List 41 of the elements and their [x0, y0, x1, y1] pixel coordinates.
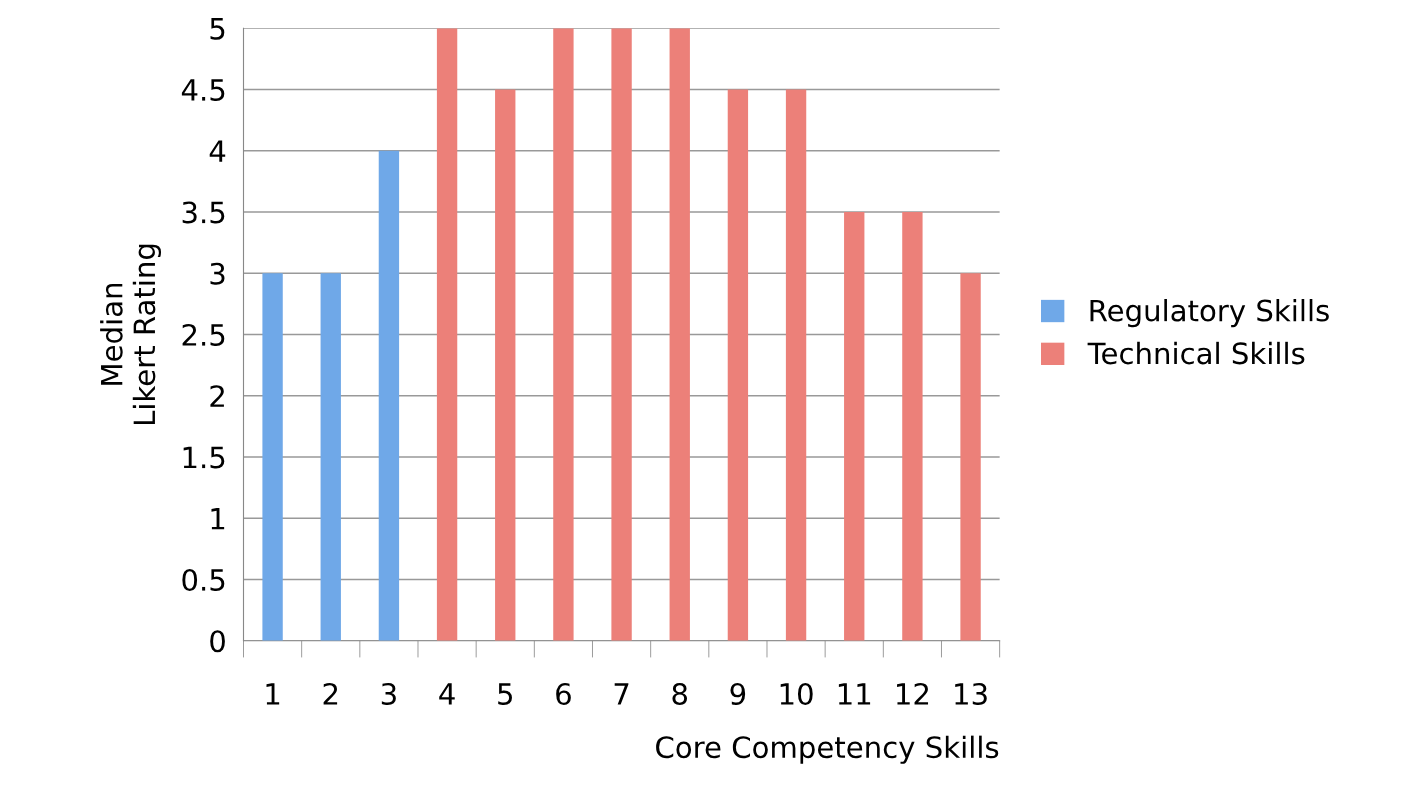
x-tick-label: 12 [897, 682, 929, 705]
bar [669, 28, 690, 641]
x-tick-label: 5 [498, 683, 512, 705]
bar [844, 212, 865, 641]
bar [495, 89, 516, 641]
x-tick-label: 3 [381, 682, 396, 705]
bar [436, 28, 458, 641]
bar [902, 212, 923, 641]
y-tick-label: 2.5 [182, 323, 225, 347]
y-axis-title: Median Likert Rating [100, 244, 162, 425]
x-tick-label: 2 [323, 682, 338, 705]
x-tick-label: 6 [556, 682, 571, 705]
bar [785, 89, 807, 641]
y-tick-label: 3.5 [182, 201, 225, 224]
y-tick-label: 0 [210, 630, 225, 653]
x-tick-label: 7 [614, 683, 629, 705]
y-tick-label: 1.5 [183, 446, 225, 469]
x-tick-label: 11 [838, 683, 871, 705]
legend-label: Regulatory Skills [1090, 298, 1329, 328]
y-tick-label: 5 [210, 18, 225, 40]
y-tick-label: 2 [210, 385, 224, 407]
y-tick-label: 0.5 [182, 568, 225, 591]
x-tick-label: 13 [955, 682, 987, 705]
bar [320, 273, 341, 641]
x-tick-label: 8 [672, 682, 688, 705]
bar [553, 28, 574, 641]
x-tick-label: 10 [780, 682, 813, 705]
y-tick-label: 4.5 [181, 79, 225, 102]
y-tick-label: 1 [211, 508, 225, 530]
bar [960, 273, 981, 641]
bar [727, 89, 749, 641]
legend-label: Technical Skills [1087, 341, 1305, 365]
x-axis-title: Core Competency Skills [656, 735, 999, 764]
x-tick-label: 4 [439, 683, 455, 705]
bar [262, 273, 283, 641]
y-tick-label: 4 [209, 140, 226, 162]
x-tick-label: 1 [266, 683, 280, 705]
bar [611, 28, 632, 641]
y-tick-label: 3 [210, 262, 225, 285]
bar [378, 150, 400, 641]
x-tick-label: 9 [730, 682, 746, 705]
